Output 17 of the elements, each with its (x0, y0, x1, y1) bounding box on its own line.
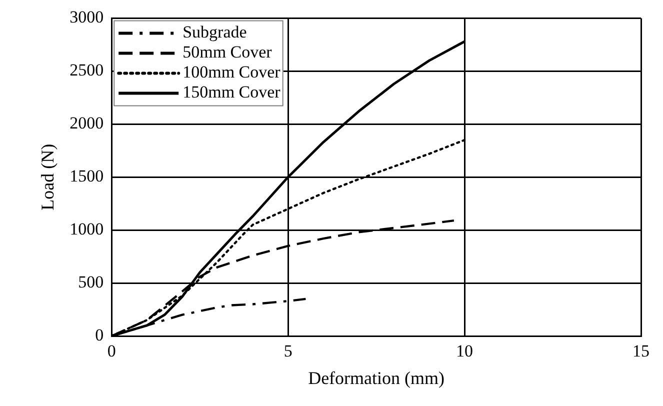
y-tick-label: 500 (78, 272, 104, 292)
legend-label: 150mm Cover (182, 82, 281, 102)
legend-label: 50mm Cover (182, 42, 272, 62)
y-tick-label: 3000 (70, 8, 104, 27)
x-axis-title: Deformation (mm) (308, 368, 445, 388)
y-tick-label: 0 (95, 325, 104, 344)
legend-label: Subgrade (182, 22, 247, 42)
legend-label: 100mm Cover (182, 62, 281, 82)
y-tick-label: 2000 (70, 114, 104, 133)
x-tick-label: 15 (632, 342, 650, 361)
x-tick-label: 10 (456, 342, 474, 361)
y-tick-label: 2500 (70, 60, 104, 80)
x-tick-label: 0 (107, 342, 116, 361)
y-tick-label: 1500 (70, 166, 104, 186)
x-tick-label: 5 (284, 342, 292, 361)
y-tick-label: 1000 (70, 220, 104, 239)
y-axis-title: Load (N) (38, 144, 58, 210)
